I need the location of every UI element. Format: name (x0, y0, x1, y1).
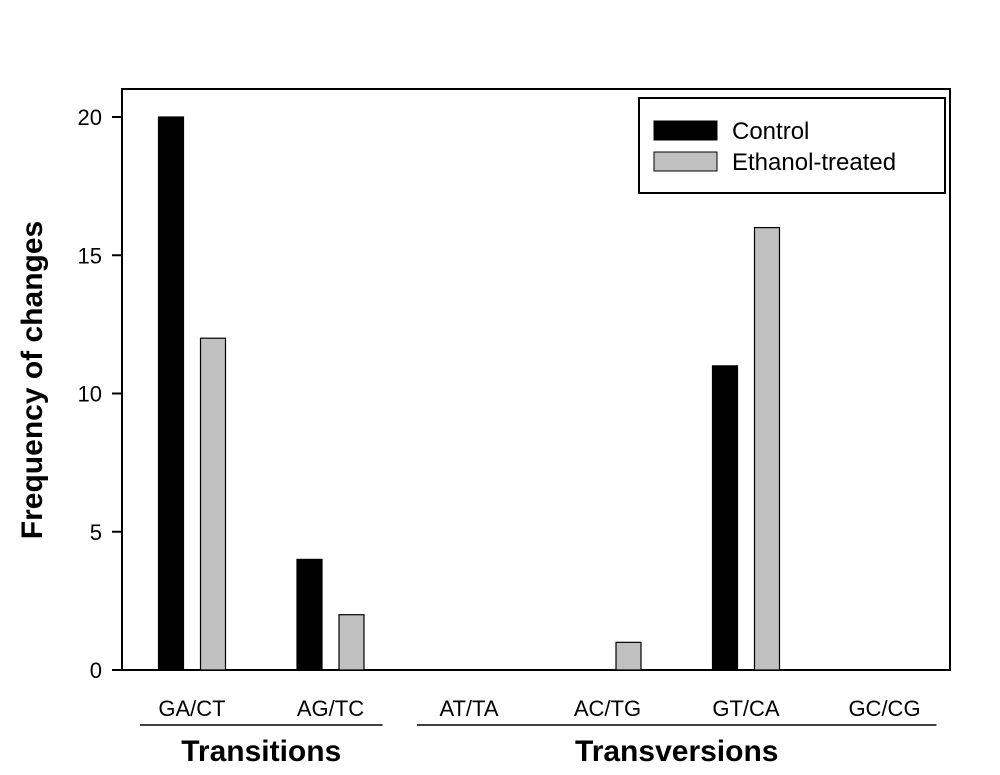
bar-ethanol-treated-ag-tc (338, 614, 365, 671)
bar-series (157, 116, 781, 671)
x-tick-label-ga-ct: GA/CT (158, 696, 225, 721)
y-axis-title: Frequency of changes (16, 221, 49, 539)
group-label-transversions: Transversions (575, 735, 778, 768)
legend-swatch-control (653, 120, 718, 141)
x-tick-label-gc-cg: GC/CG (848, 696, 920, 721)
y-tick-label-15: 15 (78, 243, 102, 268)
legend-box (638, 97, 946, 194)
y-tick-label-20: 20 (78, 105, 102, 130)
category-groups: Transitions Transversions (140, 724, 937, 768)
bar-ethanol-treated-ga-ct (199, 337, 227, 671)
legend-label-control: Control (732, 118, 809, 145)
bar-control-gt-ca (711, 365, 739, 671)
x-tick-label-gt-ca: GT/CA (712, 696, 780, 721)
x-axis-labels: GA/CT AG/TC AT/TA AC/TG GT/CA GC/CG (158, 696, 920, 721)
y-axis-ticks: 0 5 10 15 20 (78, 105, 122, 683)
x-tick-label-ac-tg: AC/TG (574, 696, 641, 721)
legend-label-ethanol-treated: Ethanol-treated (732, 149, 896, 176)
plot-frame (121, 88, 951, 671)
legend-swatch-ethanol-treated (653, 151, 718, 172)
legend: Control Ethanol-treated (638, 97, 946, 194)
bar-control-ga-ct (157, 116, 185, 671)
y-tick-label-5: 5 (90, 520, 102, 545)
y-tick-label-10: 10 (78, 382, 102, 407)
bar-ethanol-treated-gt-ca (753, 227, 781, 671)
x-tick-label-at-ta: AT/TA (439, 696, 498, 721)
x-tick-label-ag-tc: AG/TC (297, 696, 364, 721)
y-tick-label-0: 0 (90, 658, 102, 683)
group-label-transitions: Transitions (181, 735, 341, 768)
bar-ethanol-treated-ac-tg (615, 641, 642, 671)
bar-control-ag-tc (296, 558, 323, 671)
